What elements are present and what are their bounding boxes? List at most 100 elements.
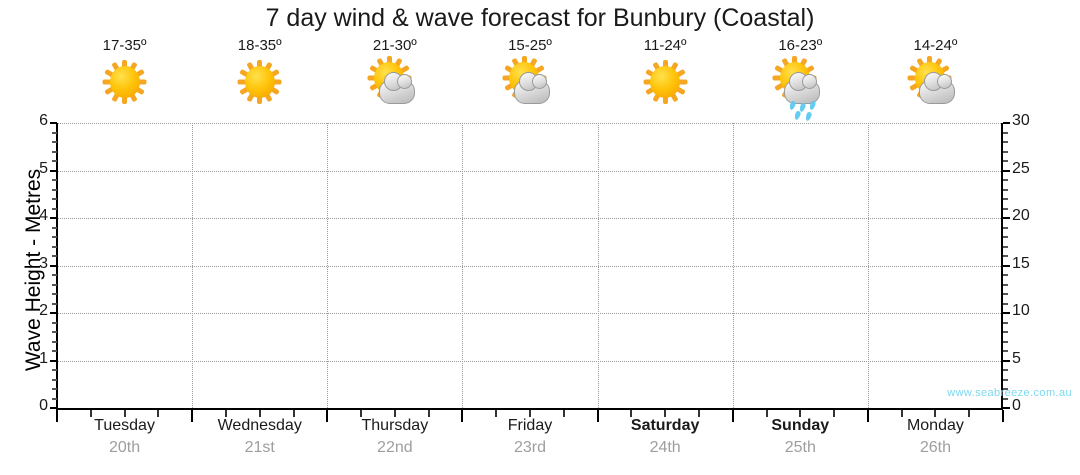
right-minor-tick [1003,388,1008,390]
cloud-icon [919,72,956,104]
minor-time-tick [157,410,160,417]
left-minor-tick [52,293,57,295]
cloud-icon [513,72,550,104]
day-date: 20th [109,439,141,456]
horizontal-gridline [57,170,1003,172]
left-tick-label: 2 [39,302,48,319]
day-header-wednesday: 18-35º [192,36,327,114]
day-name: Saturday [630,417,700,434]
left-tick [50,312,57,314]
minor-time-tick [495,410,498,417]
left-axis-title: Wave Height - Metres [22,168,45,372]
minor-time-tick [123,410,126,417]
right-minor-tick [1003,226,1008,229]
minor-time-tick [765,410,768,417]
vertical-gridline [327,123,329,408]
right-minor-tick [1003,198,1008,200]
vertical-gridline [867,123,869,408]
day-label-friday: Friday 23rd [462,415,597,471]
day-date: 22nd [377,439,413,456]
left-minor-tick [52,179,57,181]
right-tick [1003,359,1010,362]
day-label-monday: Monday 26th [868,415,1003,471]
left-minor-tick [52,274,57,276]
day-header-friday: 15-25º [462,36,597,114]
minor-time-tick [799,410,802,417]
left-minor-tick [52,350,57,352]
horizontal-gridline [57,360,1003,362]
day-header-saturday: 11-24º [598,36,733,114]
day-date: 24th [649,439,681,456]
left-tick-label: 1 [39,349,48,367]
horizontal-gridline [57,123,1003,124]
left-minor-tick [52,160,57,162]
weather-icon-sunny [232,56,288,108]
right-axis-line [1001,123,1003,410]
right-minor-tick [1003,321,1008,324]
left-minor-tick [52,150,57,153]
right-minor-tick [1003,340,1008,343]
temperature-range: 16-23º [778,37,823,54]
right-minor-tick [1003,397,1008,400]
minor-time-tick [427,410,430,417]
day-header-strip: 17-35º 18-35º 21-30º 15-25º 11-24º 16-23º 14-2… [57,36,1003,122]
plot-area [57,123,1003,408]
minor-time-tick [968,410,971,417]
temperature-range: 15-25º [508,37,552,54]
watermark: www.seabreeze.com.au [947,387,1072,399]
left-tick [50,169,57,172]
right-minor-tick [1003,141,1008,143]
horizontal-gridline [57,265,1003,267]
weather-icon-rain-showers [772,55,828,122]
day-header-tuesday: 17-35º [57,36,192,114]
right-tick [1003,264,1010,267]
right-minor-tick [1003,283,1008,286]
left-minor-tick [52,340,57,343]
left-tick [50,359,57,362]
left-minor-tick [52,198,57,200]
left-minor-tick [52,141,57,143]
day-header-sunday: 16-23º [733,36,868,122]
right-minor-tick [1003,302,1008,305]
temperature-range: 21-30º [372,37,417,54]
temperature-range: 14-24º [913,37,958,54]
vertical-gridline [732,123,734,408]
minor-time-tick [393,410,396,417]
day-date: 23rd [513,439,546,456]
day-name: Thursday [361,417,429,434]
temperature-range: 17-35º [102,37,147,54]
day-boundary-tick [866,410,869,422]
minor-time-tick [630,410,633,417]
left-tick [50,407,57,409]
right-tick [1003,122,1010,124]
right-tick-label: 5 [1012,349,1021,367]
right-tick-label: 25 [1012,159,1030,177]
page-title: 7 day wind & wave forecast for Bunbury (… [265,4,815,32]
minor-time-tick [258,410,261,417]
right-minor-tick [1003,331,1008,333]
weather-icon-partly-cloudy [367,55,423,108]
cloud-icon [378,72,415,104]
left-minor-tick [52,302,57,305]
day-date: 21st [244,439,275,456]
right-tick-label: 20 [1012,207,1030,224]
right-tick [1003,169,1010,172]
day-name: Wednesday [217,417,302,434]
cloud-icon [784,72,821,104]
left-minor-tick [52,188,57,191]
sun-icon [102,59,148,105]
day-boundary-tick [56,410,58,422]
right-minor-tick [1003,150,1008,153]
temperature-range: 11-24º [643,37,687,54]
day-name: Sunday [771,417,830,434]
raindrop-icon [804,111,813,122]
right-minor-tick [1003,274,1008,276]
left-minor-tick [52,131,57,134]
sun-icon [642,59,688,105]
minor-time-tick [529,410,531,417]
minor-time-tick [900,410,903,417]
day-label-wednesday: Wednesday 21st [192,415,327,471]
day-header-monday: 14-24º [868,36,1003,114]
left-minor-tick [52,321,57,324]
